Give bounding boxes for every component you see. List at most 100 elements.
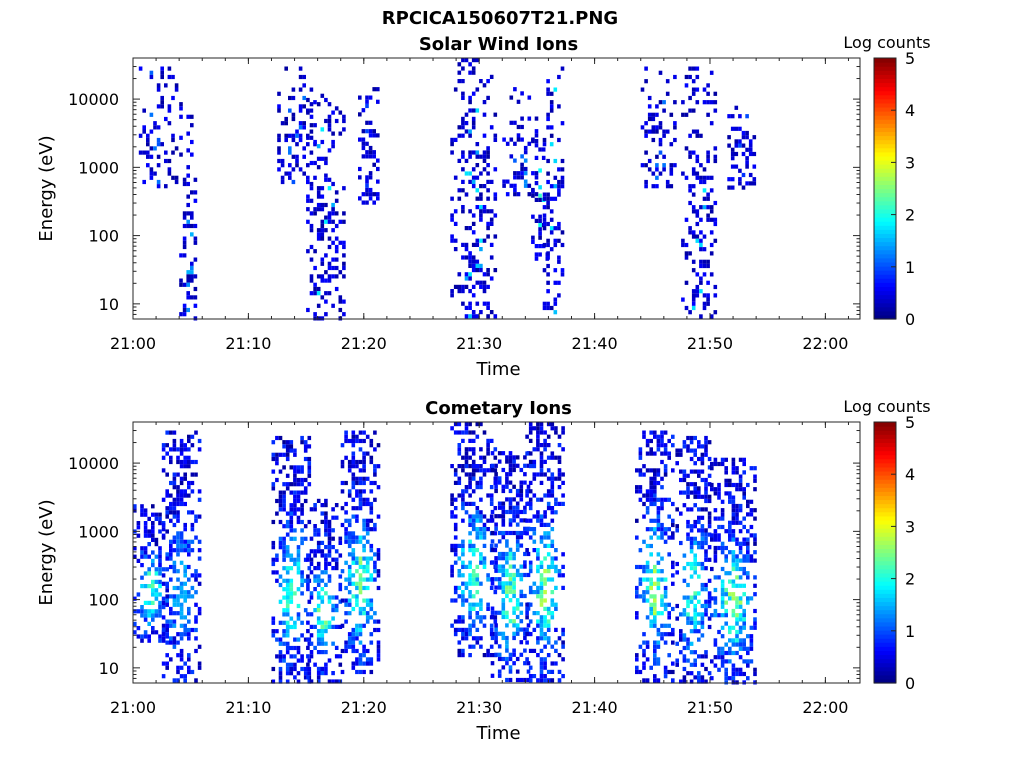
- heatmap-cell: [667, 669, 671, 675]
- heatmap-cell: [682, 469, 687, 474]
- heatmap-cell: [450, 217, 454, 222]
- heatmap-cell: [179, 590, 184, 595]
- heatmap-cell: [536, 640, 540, 645]
- heatmap-cell: [316, 202, 321, 208]
- heatmap-cell: [468, 522, 472, 527]
- heatmap-cell: [282, 507, 286, 512]
- heatmap-cell: [553, 87, 558, 92]
- heatmap-cell: [489, 310, 494, 315]
- heatmap-cell: [174, 83, 179, 88]
- heatmap-cell: [663, 531, 668, 536]
- heatmap-cell: [275, 629, 279, 634]
- heatmap-cell: [160, 70, 164, 75]
- heatmap-cell: [515, 463, 520, 468]
- heatmap-cell: [461, 242, 465, 247]
- heatmap-cell: [693, 452, 697, 457]
- heatmap-cell: [143, 529, 148, 534]
- heatmap-cell: [493, 531, 498, 536]
- heatmap-cell: [342, 127, 346, 132]
- heatmap-cell: [160, 74, 164, 80]
- heatmap-cell: [190, 522, 195, 528]
- heatmap-cell: [320, 127, 325, 132]
- heatmap-cell: [490, 606, 495, 611]
- heatmap-cell: [479, 468, 483, 473]
- heatmap-cell: [289, 511, 294, 516]
- heatmap-cell: [539, 598, 544, 603]
- heatmap-cell: [338, 587, 343, 592]
- heatmap-cell: [543, 636, 547, 641]
- heatmap-cell: [713, 491, 718, 496]
- heatmap-cell: [316, 194, 321, 199]
- heatmap-cell: [320, 549, 325, 554]
- heatmap-cell: [550, 493, 555, 498]
- heatmap-cell: [543, 632, 547, 637]
- heatmap-cell: [645, 678, 650, 683]
- heatmap-cell: [464, 272, 469, 277]
- heatmap-cell: [691, 259, 696, 264]
- heatmap-cell: [688, 226, 692, 231]
- heatmap-cell: [193, 295, 198, 300]
- heatmap-cell: [340, 598, 345, 603]
- heatmap-cell: [289, 557, 294, 562]
- heatmap-cell: [536, 678, 540, 683]
- heatmap-cell: [505, 581, 509, 586]
- y-tick-label: 1000: [78, 158, 119, 177]
- heatmap-cell: [482, 543, 487, 548]
- heatmap-cell: [282, 545, 286, 550]
- heatmap-cell: [735, 512, 739, 517]
- heatmap-cell: [340, 464, 345, 469]
- heatmap-cell: [713, 537, 718, 542]
- heatmap-cell: [358, 430, 363, 435]
- heatmap-cell: [543, 615, 547, 620]
- heatmap-cell: [355, 636, 359, 641]
- heatmap-cell: [316, 144, 321, 149]
- heatmap-cell: [513, 120, 517, 125]
- heatmap-cell: [372, 150, 376, 155]
- heatmap-cell: [479, 518, 483, 523]
- heatmap-cell: [306, 135, 310, 140]
- heatmap-cell: [320, 511, 325, 516]
- heatmap-cell: [543, 430, 547, 435]
- heatmap-cell: [278, 658, 283, 663]
- heatmap-cell: [742, 617, 746, 622]
- heatmap-cell: [697, 444, 701, 449]
- heatmap-cell: [656, 611, 661, 616]
- heatmap-cell: [486, 226, 490, 231]
- heatmap-cell: [146, 150, 150, 155]
- heatmap-cell: [525, 501, 529, 506]
- heatmap-cell: [742, 558, 746, 563]
- heatmap-cell: [689, 448, 694, 453]
- heatmap-cell: [475, 87, 480, 92]
- heatmap-cell: [313, 312, 317, 317]
- heatmap-cell: [709, 272, 714, 277]
- heatmap-cell: [347, 518, 352, 523]
- heatmap-cell: [482, 468, 487, 473]
- heatmap-cell: [164, 158, 168, 164]
- heatmap-cell: [655, 125, 659, 130]
- heatmap-cell: [479, 598, 483, 603]
- heatmap-cell: [479, 192, 483, 197]
- heatmap-cell: [653, 619, 657, 624]
- heatmap-cell: [365, 99, 369, 104]
- heatmap-cell: [482, 472, 487, 477]
- heatmap-cell: [358, 573, 363, 578]
- heatmap-cell: [695, 74, 700, 80]
- heatmap-cell: [327, 595, 332, 600]
- heatmap-cell: [700, 616, 705, 621]
- colorbar-segment: [874, 454, 896, 460]
- heatmap-cell: [194, 573, 198, 578]
- heatmap-cell: [486, 79, 490, 84]
- heatmap-cell: [324, 641, 328, 646]
- heatmap-cell: [309, 129, 314, 134]
- heatmap-cell: [526, 551, 531, 557]
- heatmap-cell: [482, 623, 487, 628]
- heatmap-cell: [497, 673, 502, 678]
- heatmap-cell: [682, 444, 687, 449]
- heatmap-cell: [655, 112, 659, 117]
- heatmap-cell: [313, 549, 317, 554]
- heatmap-cell: [549, 184, 554, 189]
- heatmap-cell: [704, 679, 708, 684]
- heatmap-cell: [331, 515, 335, 520]
- heatmap-cell: [306, 249, 310, 254]
